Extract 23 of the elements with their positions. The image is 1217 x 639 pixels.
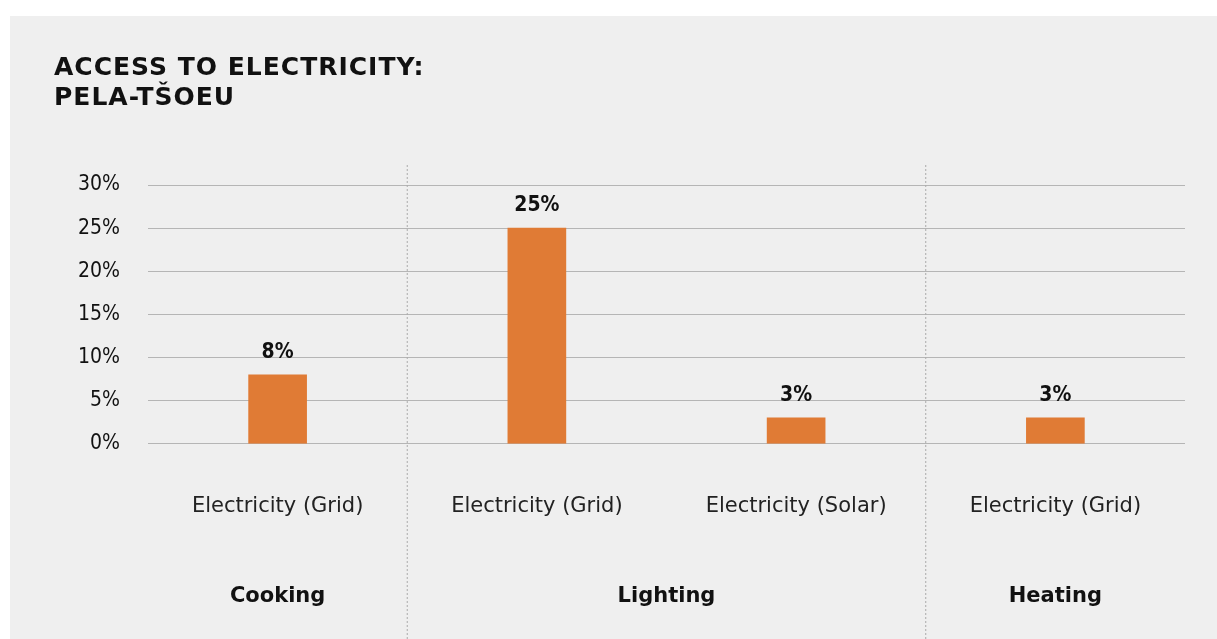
bar bbox=[766, 417, 826, 444]
x-tick-label: Electricity (Grid) bbox=[451, 492, 623, 517]
y-tick-label: 10% bbox=[77, 343, 120, 368]
text: Heating bbox=[1008, 583, 1102, 608]
data-label: 25% bbox=[514, 192, 560, 217]
x-tick-label: Electricity (Grid) bbox=[969, 492, 1142, 517]
text: Lighting bbox=[617, 583, 716, 608]
y-tick-label: 20% bbox=[77, 257, 120, 282]
y-tick-label: 0% bbox=[90, 430, 120, 455]
y-tick-label: 30% bbox=[77, 171, 120, 196]
bar bbox=[248, 374, 307, 444]
chart-title: ACCESS TO ELECTRICITY: PELA-TŠOEU bbox=[54, 52, 426, 112]
y-tick-label: 25% bbox=[77, 214, 120, 239]
x-tick-label: Electricity (Grid) bbox=[191, 492, 364, 517]
text: Cooking bbox=[229, 583, 326, 608]
data-label: 3% bbox=[1039, 381, 1072, 406]
data-label: 3% bbox=[780, 381, 813, 406]
bar bbox=[507, 227, 567, 444]
bar bbox=[1026, 417, 1085, 444]
data-label: 8% bbox=[261, 338, 294, 363]
y-tick-label: 15% bbox=[77, 300, 120, 325]
y-tick-label: 5% bbox=[90, 387, 120, 412]
x-tick-label: Electricity (Solar) bbox=[705, 492, 887, 517]
